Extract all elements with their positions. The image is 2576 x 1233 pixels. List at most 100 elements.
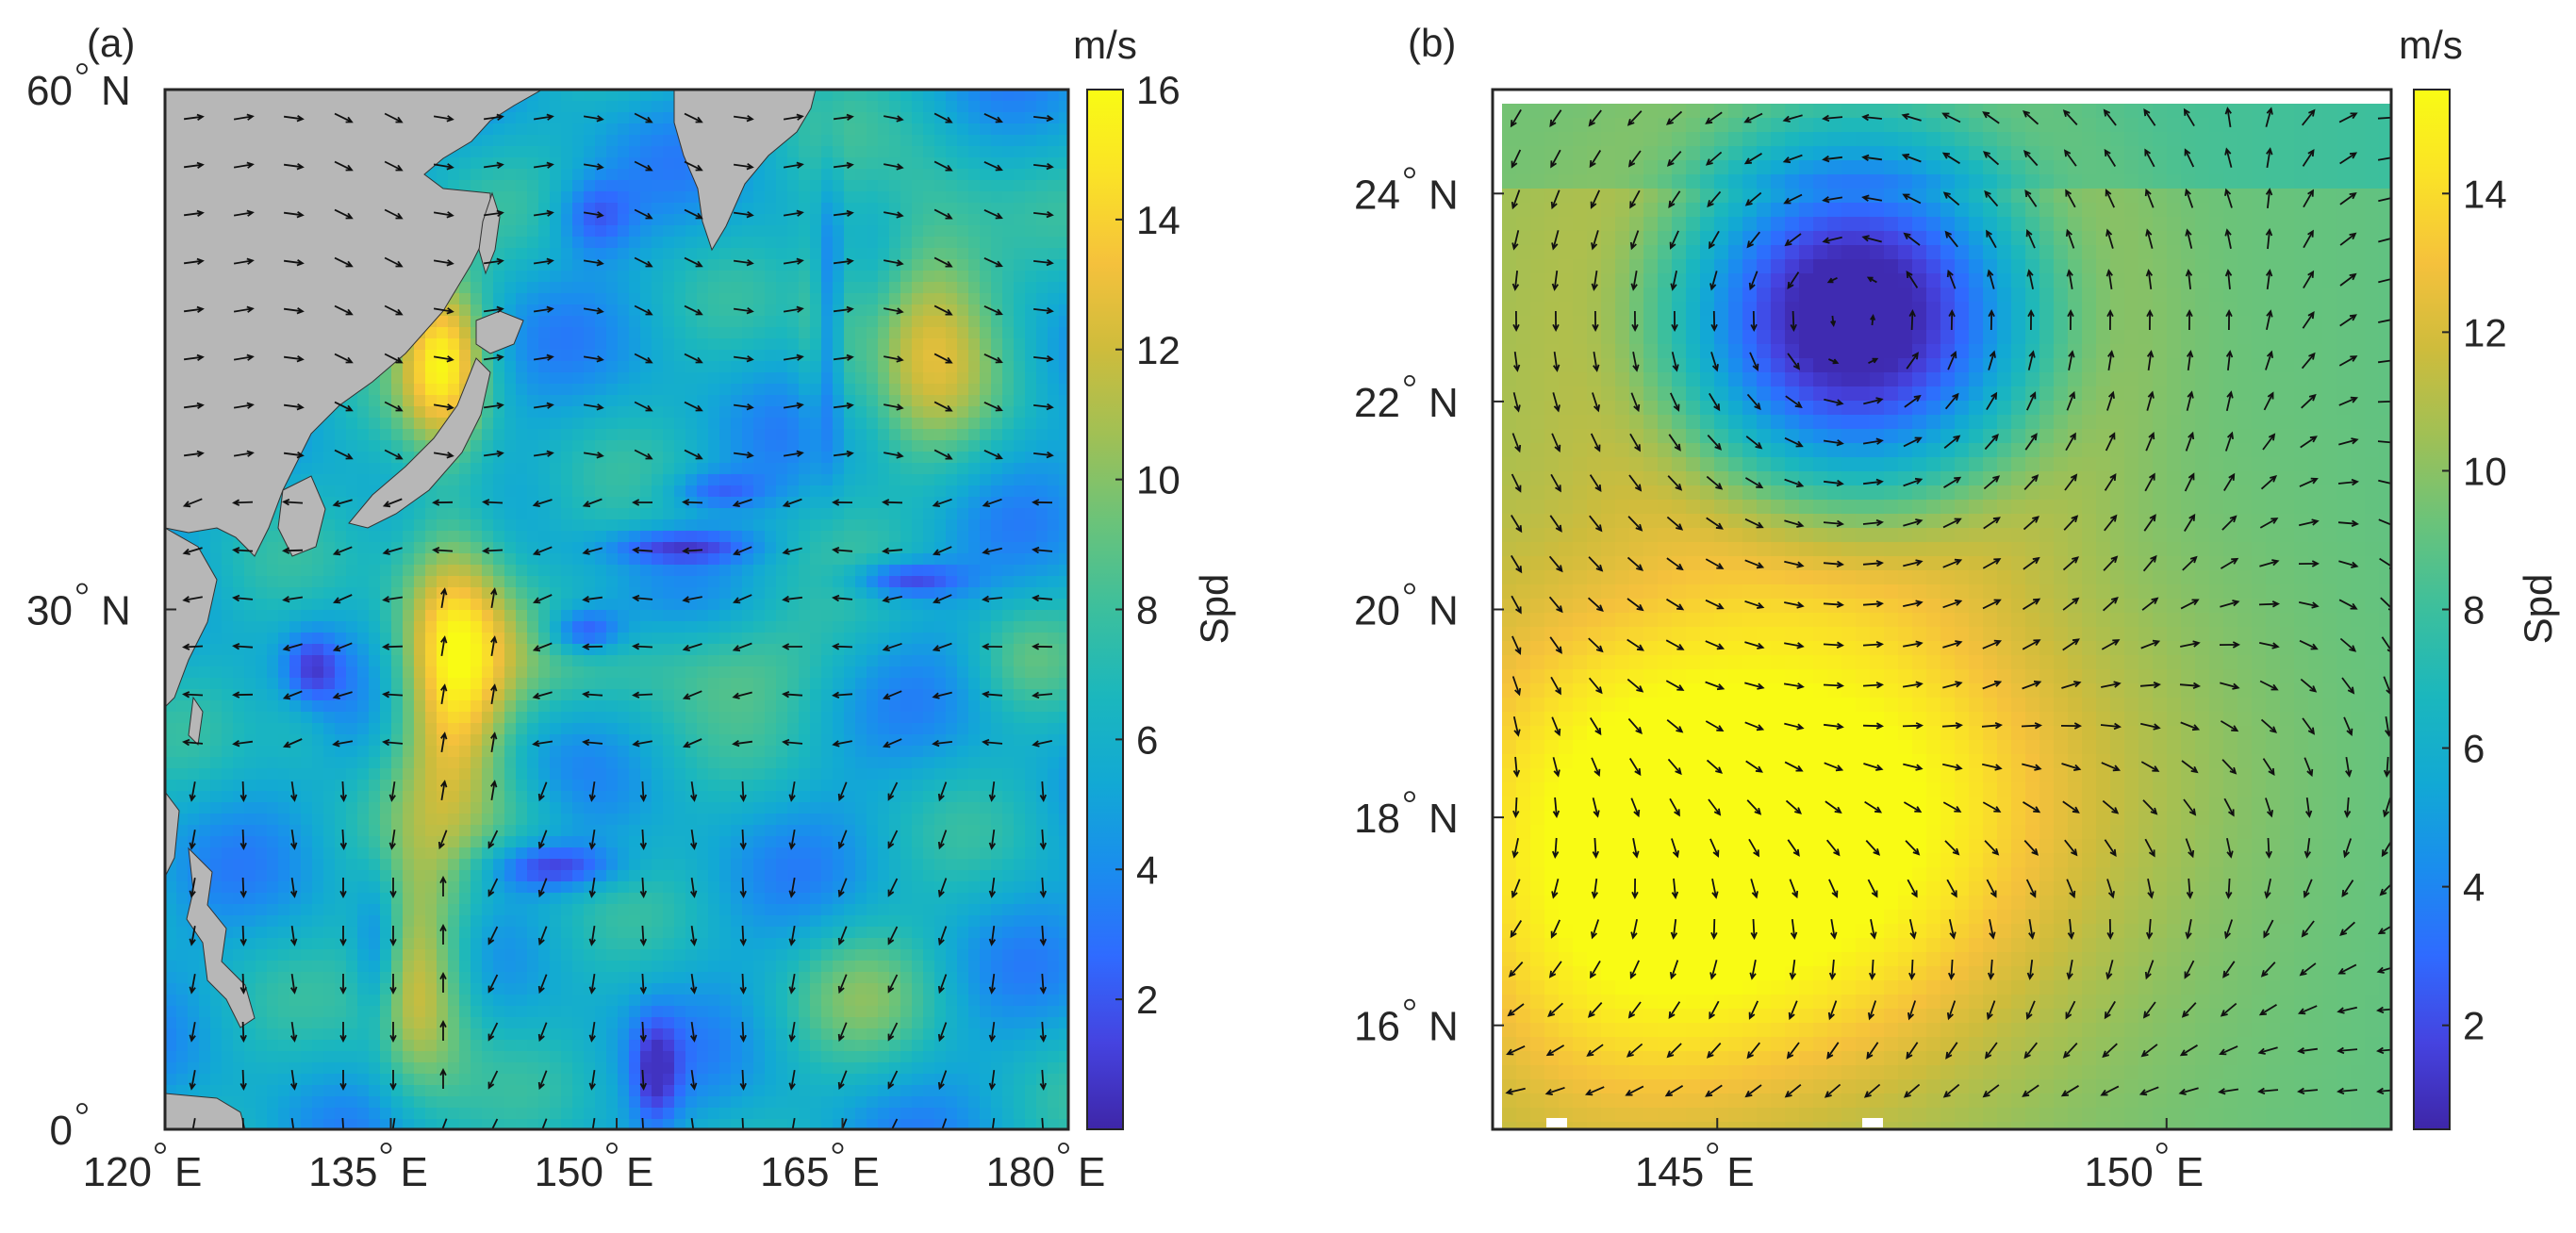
speed-cell <box>448 338 460 351</box>
speed-cell <box>448 678 460 690</box>
speed-cell <box>482 689 494 701</box>
speed-cell <box>674 191 686 204</box>
speed-cell <box>844 644 856 656</box>
speed-cell <box>1014 293 1026 305</box>
speed-cell <box>459 734 471 747</box>
speed-cell <box>980 565 992 577</box>
speed-cell <box>357 666 370 679</box>
speed-cell <box>799 361 811 373</box>
speed-cell <box>889 180 901 192</box>
speed-cell <box>652 553 664 566</box>
speed-cell <box>776 746 788 758</box>
speed-cell <box>810 225 822 238</box>
speed-cell <box>912 689 924 701</box>
speed-cell <box>561 655 573 667</box>
speed-cell <box>810 553 822 566</box>
speed-cell <box>663 90 675 102</box>
speed-cell <box>753 621 766 633</box>
speed-cell <box>493 565 505 577</box>
speed-cell <box>448 734 460 747</box>
speed-cell <box>493 712 505 724</box>
speed-cell <box>278 565 290 577</box>
speed-cell <box>787 576 800 588</box>
speed-cell <box>697 418 709 430</box>
speed-cell <box>550 135 562 147</box>
speed-cell <box>471 452 483 464</box>
speed-cell <box>527 214 539 226</box>
speed-cell <box>810 678 822 690</box>
speed-cell <box>652 203 664 215</box>
speed-cell <box>301 621 313 633</box>
speed-cell <box>323 429 336 441</box>
speed-cell <box>606 384 619 396</box>
speed-cell <box>289 678 302 690</box>
speed-cell <box>765 780 777 792</box>
speed-cell <box>516 101 528 113</box>
speed-cell <box>561 791 573 803</box>
speed-cell <box>731 327 743 339</box>
speed-cell <box>425 553 438 566</box>
speed-cell <box>1059 780 1068 792</box>
speed-cell <box>991 768 1003 781</box>
speed-cell <box>900 700 913 713</box>
speed-cell <box>448 610 460 622</box>
speed-cell <box>697 384 709 396</box>
speed-cell <box>550 304 562 317</box>
speed-cell <box>550 666 562 679</box>
speed-cell <box>1036 678 1049 690</box>
speed-cell <box>991 191 1003 204</box>
speed-cell <box>448 169 460 181</box>
speed-cell <box>369 780 381 792</box>
speed-cell <box>1014 655 1026 667</box>
speed-cell <box>980 452 992 464</box>
speed-cell <box>538 678 551 690</box>
speed-cell <box>550 621 562 633</box>
speed-cell <box>323 463 336 475</box>
speed-cell <box>1048 418 1060 430</box>
speed-cell <box>640 576 652 588</box>
speed-cell <box>855 768 867 781</box>
speed-cell <box>765 542 777 554</box>
speed-cell <box>980 587 992 600</box>
speed-cell <box>550 576 562 588</box>
speed-cell <box>323 610 336 622</box>
speed-cell <box>538 327 551 339</box>
speed-cell <box>685 553 698 566</box>
speed-cell <box>1048 271 1060 283</box>
speed-cell <box>946 463 958 475</box>
speed-cell <box>640 655 652 667</box>
speed-cell <box>629 90 641 102</box>
speed-cell <box>776 259 788 271</box>
speed-cell <box>516 621 528 633</box>
speed-cell <box>878 666 890 679</box>
speed-cell <box>968 440 981 452</box>
speed-cell <box>753 271 766 283</box>
speed-cell <box>572 282 585 294</box>
speed-cell <box>1014 372 1026 385</box>
speed-cell <box>357 780 370 792</box>
speed-cell <box>833 316 845 328</box>
speed-cell <box>606 485 619 498</box>
speed-cell <box>391 723 404 735</box>
speed-cell <box>697 757 709 769</box>
speed-cell <box>957 429 969 441</box>
speed-cell <box>504 485 517 498</box>
speed-cell <box>833 485 845 498</box>
speed-cell <box>550 282 562 294</box>
speed-cell <box>538 610 551 622</box>
speed-cell <box>504 565 517 577</box>
speed-cell <box>991 712 1003 724</box>
speed-cell <box>176 689 189 701</box>
speed-cell <box>640 191 652 204</box>
speed-cell <box>787 316 800 328</box>
speed-cell <box>923 203 935 215</box>
speed-cell <box>312 429 324 441</box>
speed-cell <box>934 519 947 532</box>
speed-cell <box>437 350 449 362</box>
speed-cell <box>1025 780 1037 792</box>
speed-cell <box>663 101 675 113</box>
speed-cell <box>833 621 845 633</box>
speed-cell <box>493 361 505 373</box>
speed-cell <box>527 135 539 147</box>
speed-cell <box>742 485 754 498</box>
